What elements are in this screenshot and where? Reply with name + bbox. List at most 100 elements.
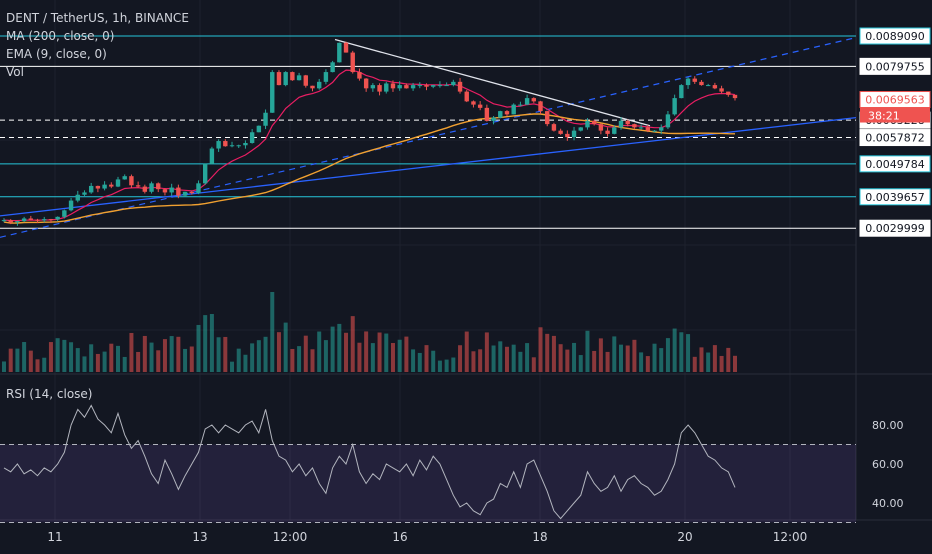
volume-bar	[712, 345, 717, 372]
resistance-trendline[interactable]	[334, 38, 651, 127]
candle-body	[491, 117, 496, 121]
candle-body	[303, 75, 308, 86]
candle-body	[310, 85, 315, 89]
ma-line[interactable]	[3, 113, 736, 224]
candle-body	[645, 127, 651, 131]
candle-body	[142, 186, 148, 192]
volume-bar	[8, 348, 13, 372]
volume-bar	[612, 336, 617, 372]
candle-body	[229, 145, 235, 147]
volume-legend[interactable]: Vol	[6, 65, 24, 79]
last-price-label: 0.0069563	[865, 94, 925, 107]
candle-body	[337, 42, 342, 63]
price-axis-label: 0.0029999	[865, 222, 925, 235]
candle-body	[585, 120, 590, 128]
candle-body	[48, 219, 54, 221]
volume-bar	[176, 336, 181, 372]
volume-bar	[504, 346, 509, 372]
ema-line[interactable]	[3, 69, 736, 222]
candle-body	[216, 141, 221, 149]
volume-bar	[639, 352, 644, 372]
candle-body	[712, 85, 718, 89]
candle-body	[551, 124, 557, 131]
volume-bar	[89, 344, 94, 372]
volume-bar	[297, 346, 302, 372]
volume-bar	[417, 352, 422, 372]
volume-bar	[102, 351, 107, 372]
candle-body	[270, 72, 275, 113]
candle-body	[296, 75, 302, 81]
volume-bar	[303, 335, 308, 372]
rsi-axis-label: 40.00	[872, 497, 904, 510]
candle-body	[471, 101, 476, 105]
candle-body	[384, 83, 389, 92]
volume-bar	[22, 342, 27, 372]
rsi-band	[0, 444, 856, 523]
volume-bar	[558, 344, 563, 372]
candle-body	[719, 88, 724, 92]
candle-body	[256, 125, 262, 133]
rsi-legend[interactable]: RSI (14, close)	[6, 387, 93, 401]
countdown-bg	[860, 107, 930, 123]
volume-bar	[310, 349, 315, 372]
channel-trendline[interactable]	[0, 37, 857, 238]
volume-bar	[444, 359, 449, 372]
candle-body	[55, 216, 60, 220]
candle-body	[176, 187, 181, 196]
volume-bar	[136, 351, 141, 372]
volume-bar	[42, 357, 47, 372]
volume-bar	[142, 335, 147, 372]
candle-body	[68, 200, 74, 211]
candle-body	[263, 112, 268, 126]
volume-bar	[62, 339, 67, 372]
time-axis-label: 12:00	[773, 530, 808, 544]
volume-bar	[283, 322, 288, 372]
candle-body	[484, 107, 490, 121]
candle-body	[518, 104, 523, 106]
candle-body	[437, 85, 443, 87]
volume-bar	[250, 343, 255, 372]
volume-bar	[531, 357, 536, 372]
volume-bar	[645, 356, 650, 372]
volume-bar	[243, 354, 248, 372]
volume-bar	[330, 326, 335, 372]
volume-bar	[719, 355, 724, 372]
candle-body	[538, 101, 543, 112]
ma-legend[interactable]: MA (200, close, 0)	[6, 29, 115, 43]
volume-bar	[692, 356, 697, 372]
volume-bar	[344, 332, 349, 372]
candle-body	[290, 72, 295, 81]
volume-bar	[384, 333, 389, 372]
ema-legend[interactable]: EMA (9, close, 0)	[6, 47, 107, 61]
volume-bar	[35, 359, 40, 372]
candle-body	[638, 127, 644, 129]
price-axis-label-bg	[859, 188, 931, 206]
candle-body	[531, 98, 537, 102]
candle-body	[625, 120, 630, 125]
volume-bar	[478, 349, 483, 372]
support-trendline[interactable]	[0, 116, 857, 217]
candle-body	[451, 81, 456, 86]
candle-body	[410, 85, 416, 89]
volume-bar	[337, 323, 342, 372]
candle-body	[424, 85, 429, 87]
volume-bar	[169, 336, 174, 372]
candle-body	[42, 219, 47, 221]
candle-body	[21, 218, 27, 222]
volume-bar	[122, 356, 127, 372]
candle-body	[377, 85, 382, 92]
candle-body	[390, 83, 396, 89]
candle-body	[692, 78, 697, 82]
candle-body	[169, 187, 174, 193]
chart-title: DENT / TetherUS, 1h, BINANCE	[6, 11, 189, 25]
price-axis-label: 0.0049784	[865, 158, 925, 171]
volume-bar	[256, 340, 261, 372]
volume-bar	[625, 345, 630, 372]
rsi-line[interactable]	[3, 404, 736, 520]
volume-bar	[545, 333, 550, 372]
candle-body	[511, 104, 516, 115]
candle-body	[109, 184, 114, 187]
candle-body	[545, 111, 550, 125]
